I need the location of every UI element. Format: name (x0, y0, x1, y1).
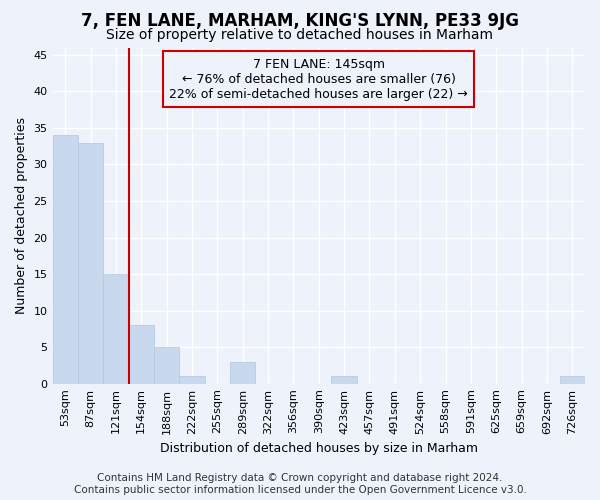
Text: 7 FEN LANE: 145sqm
← 76% of detached houses are smaller (76)
22% of semi-detache: 7 FEN LANE: 145sqm ← 76% of detached hou… (169, 58, 468, 100)
Text: 7, FEN LANE, MARHAM, KING'S LYNN, PE33 9JG: 7, FEN LANE, MARHAM, KING'S LYNN, PE33 9… (81, 12, 519, 30)
Text: Contains HM Land Registry data © Crown copyright and database right 2024.
Contai: Contains HM Land Registry data © Crown c… (74, 474, 526, 495)
Bar (78, 142, 103, 384)
Y-axis label: Number of detached properties: Number of detached properties (15, 117, 28, 314)
Bar (560, 376, 585, 384)
Bar (230, 362, 256, 384)
Bar (331, 376, 357, 384)
Bar (179, 376, 205, 384)
Text: Size of property relative to detached houses in Marham: Size of property relative to detached ho… (107, 28, 493, 42)
X-axis label: Distribution of detached houses by size in Marham: Distribution of detached houses by size … (160, 442, 478, 455)
Bar (53, 135, 78, 384)
Bar (154, 347, 179, 384)
Bar (128, 325, 154, 384)
Bar (103, 274, 128, 384)
